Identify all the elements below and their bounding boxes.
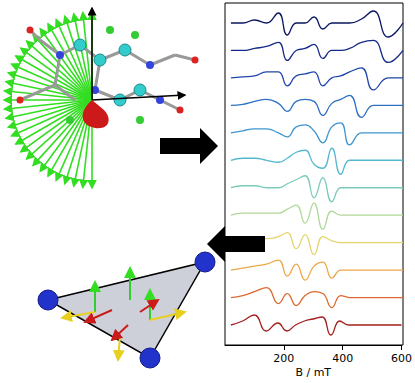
svg-text:200: 200: [273, 352, 294, 365]
svg-text:400: 400: [332, 352, 353, 365]
svg-text:B / mT: B / mT: [295, 366, 331, 379]
svg-text:600: 600: [391, 352, 412, 365]
